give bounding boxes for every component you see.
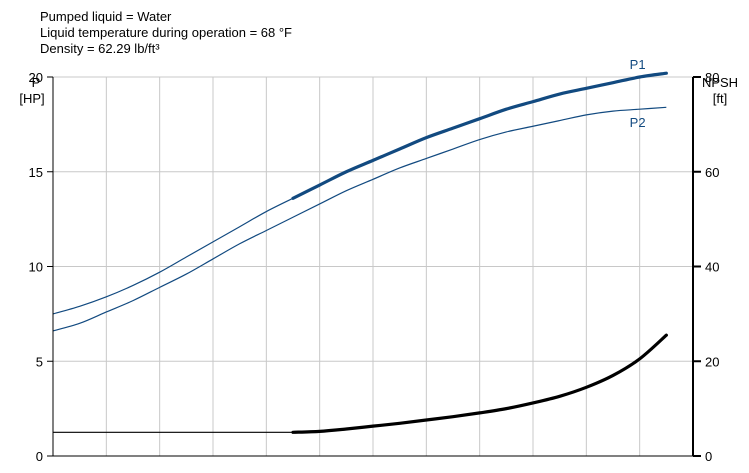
- y-left-tick-label: 0: [36, 449, 43, 464]
- y-left-axis-unit: [HP]: [19, 91, 44, 106]
- info-line-density: Density = 62.29 lb/ft³: [40, 41, 160, 56]
- chart-grid: [53, 76, 693, 456]
- info-line-liquid: Pumped liquid = Water: [40, 9, 172, 24]
- y-left-tick-label: 10: [29, 260, 43, 275]
- series-label-p1: P1: [630, 57, 646, 72]
- curve-p1-thin: [52, 197, 294, 315]
- y-left-axis-title: P: [32, 75, 41, 90]
- y-right-tick-label: 0: [705, 449, 712, 464]
- y-right-tick-label: 40: [705, 260, 719, 275]
- y-right-tick-label: 20: [705, 354, 719, 369]
- series-label-p2: P2: [630, 115, 646, 130]
- curve-npsh-bold: [291, 333, 668, 434]
- y-left-tick-label: 20: [29, 70, 43, 85]
- info-line-temperature: Liquid temperature during operation = 68…: [40, 25, 292, 40]
- chart-axes: [47, 76, 701, 457]
- y-left-tick-label: 5: [36, 354, 43, 369]
- y-right-tick-label: 80: [705, 70, 719, 85]
- y-left-tick-label: 15: [29, 165, 43, 180]
- chart-curves: [52, 71, 668, 434]
- chart-labels: 0 5 10 15 20 0 20 40 60 80 P[HP] NPSH[ft] P1 P2: [19, 57, 738, 464]
- pump-info: Pumped liquid = Water Liquid temperature…: [40, 9, 292, 57]
- curve-p1-bold: [291, 71, 668, 200]
- curve-p2-thin: [52, 106, 667, 332]
- y-right-tick-label: 60: [705, 165, 719, 180]
- y-right-axis-title: NPSH: [702, 75, 738, 90]
- y-right-axis-unit: [ft]: [713, 91, 727, 106]
